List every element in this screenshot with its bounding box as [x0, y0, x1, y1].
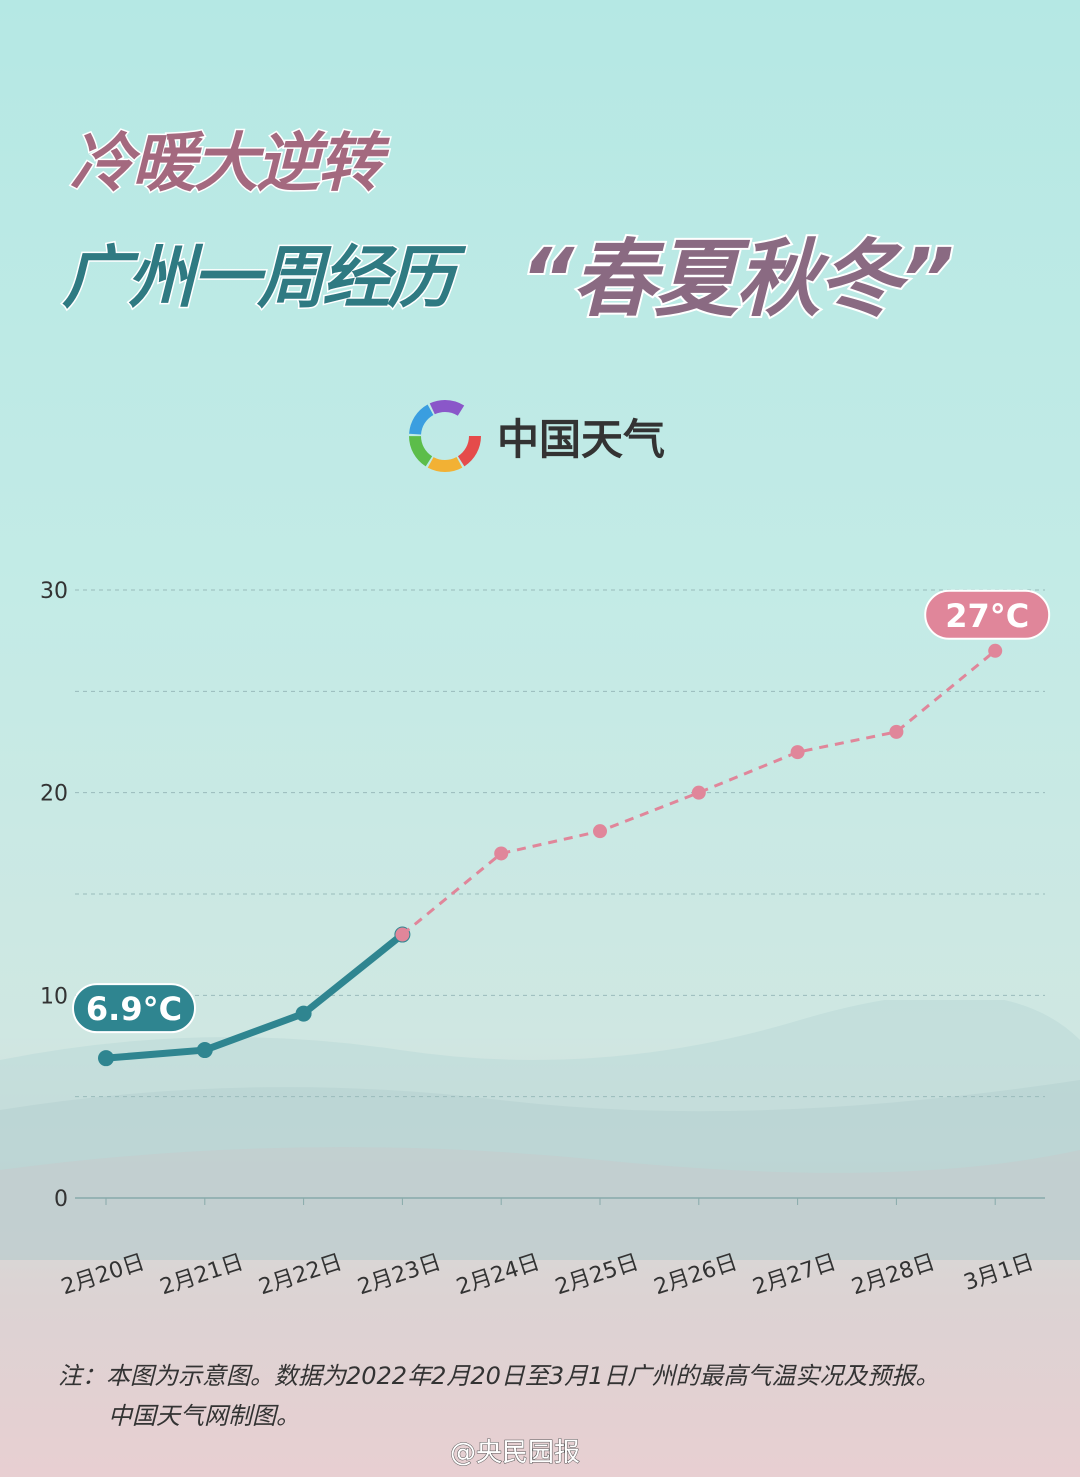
data-point	[691, 785, 706, 800]
data-label: 6.9°C	[86, 990, 182, 1028]
weibo-watermark: @央民园报	[449, 1438, 581, 1469]
data-point	[98, 1050, 114, 1067]
data-point	[395, 927, 410, 942]
data-label: 27°C	[945, 597, 1029, 635]
china-weather-swirl-icon	[409, 400, 481, 472]
note-line1: 注：本图为示意图。数据为2022年2月20日至3月1日广州的最高气温实况及预报。	[58, 1362, 940, 1390]
data-label-badge	[72, 983, 196, 1034]
x-tick-label: 2月26日	[651, 1250, 741, 1300]
china-weather-logo: 中国天气	[405, 396, 665, 476]
series-line-0	[105, 931, 405, 1062]
x-tick-label: 2月27日	[750, 1250, 840, 1300]
y-tick-label: 30	[40, 579, 68, 604]
data-point	[889, 724, 904, 739]
x-tick-label: 2月24日	[454, 1250, 544, 1300]
data-point	[593, 824, 607, 839]
x-tick-label: 2月21日	[157, 1250, 247, 1300]
data-point	[988, 643, 1003, 658]
logo-text: 中国天气	[497, 414, 666, 464]
data-point	[295, 1005, 312, 1022]
x-tick-label: 2月23日	[355, 1250, 445, 1300]
data-point	[494, 846, 509, 861]
y-tick-label: 0	[54, 1187, 68, 1212]
title-line2: 广州一周经历	[60, 238, 456, 320]
x-tick-label: 3月1日	[961, 1250, 1037, 1296]
x-tick-label: 2月28日	[849, 1250, 939, 1300]
x-tick-label: 2月20日	[58, 1250, 148, 1300]
x-tick-label: 2月25日	[552, 1250, 642, 1300]
title-line1: 冷暖大逆转	[69, 126, 384, 203]
x-tick-label: 2月22日	[256, 1250, 346, 1300]
data-point	[790, 745, 805, 760]
note-line2: 中国天气网制图。	[108, 1402, 300, 1430]
y-tick-label: 10	[40, 984, 68, 1009]
data-point	[196, 1042, 213, 1059]
mountain-background	[0, 1000, 1080, 1260]
title-line2-quote: “春夏秋冬”	[518, 228, 956, 330]
data-label-badge	[924, 589, 1051, 640]
y-tick-label: 20	[40, 782, 68, 807]
